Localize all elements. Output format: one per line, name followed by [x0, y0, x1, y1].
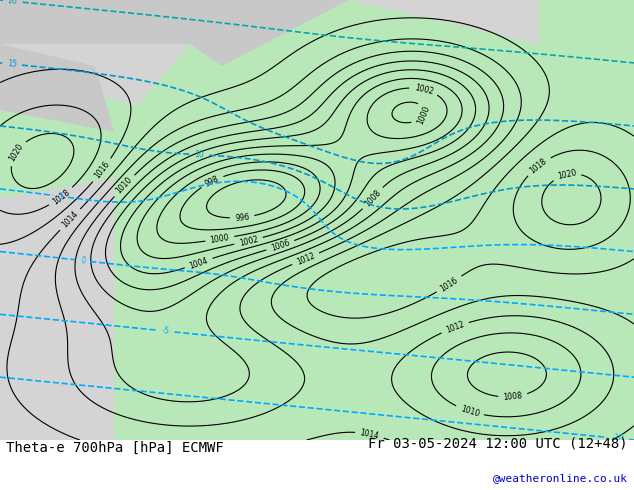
Text: 1000: 1000 — [210, 233, 230, 245]
Text: 1006: 1006 — [269, 238, 291, 253]
Polygon shape — [178, 0, 349, 66]
Polygon shape — [0, 88, 158, 198]
Polygon shape — [539, 0, 634, 66]
Text: Theta-e 700hPa [hPa] ECMWF: Theta-e 700hPa [hPa] ECMWF — [6, 441, 224, 455]
Text: @weatheronline.co.uk: @weatheronline.co.uk — [493, 473, 628, 483]
Text: 1018: 1018 — [528, 156, 549, 175]
Text: 998: 998 — [204, 174, 221, 189]
Text: 1020: 1020 — [7, 142, 25, 163]
Text: 1020: 1020 — [557, 168, 577, 181]
Text: 1012: 1012 — [295, 251, 316, 267]
Text: 996: 996 — [235, 212, 250, 222]
Text: 20: 20 — [8, 0, 18, 6]
Text: 5: 5 — [58, 192, 63, 201]
Text: 1004: 1004 — [188, 256, 209, 270]
Text: 1008: 1008 — [363, 188, 382, 208]
Polygon shape — [114, 0, 634, 440]
Text: 1012: 1012 — [444, 319, 465, 335]
Text: 1010: 1010 — [114, 175, 134, 196]
Text: 1010: 1010 — [459, 404, 480, 418]
Text: 15: 15 — [7, 59, 17, 69]
Polygon shape — [0, 0, 190, 44]
Text: 1014: 1014 — [60, 210, 80, 230]
Text: 1002: 1002 — [413, 83, 434, 96]
Text: 1016: 1016 — [93, 160, 112, 181]
Text: 1014: 1014 — [359, 428, 380, 441]
Text: -5: -5 — [162, 326, 170, 336]
Polygon shape — [0, 44, 114, 132]
Text: 10: 10 — [195, 150, 205, 160]
Text: 1008: 1008 — [503, 391, 523, 402]
Text: 1002: 1002 — [238, 234, 259, 247]
Text: 1000: 1000 — [416, 104, 432, 126]
Text: 0: 0 — [80, 256, 86, 266]
Text: 1016: 1016 — [439, 275, 460, 293]
Text: Fr 03-05-2024 12:00 UTC (12+48): Fr 03-05-2024 12:00 UTC (12+48) — [368, 437, 628, 450]
Text: -10: -10 — [611, 433, 624, 443]
Text: 1018: 1018 — [51, 187, 72, 206]
